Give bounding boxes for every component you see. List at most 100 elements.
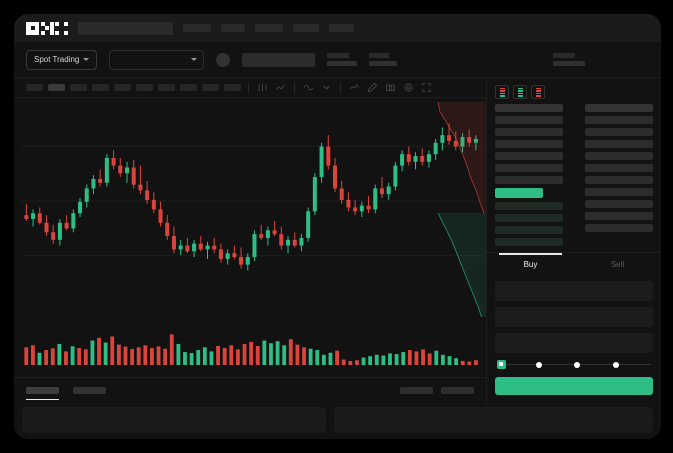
camera-icon[interactable] [384,81,397,94]
candlestick-chart[interactable] [14,98,486,317]
summary-card-right[interactable] [333,407,653,433]
order-book-row[interactable] [495,164,563,172]
spot-trading-dropdown[interactable]: Spot Trading [26,49,98,70]
tab-buy[interactable]: Buy [487,253,574,275]
asks-only-icon[interactable] [531,85,545,99]
order-book-row[interactable] [495,140,563,148]
search-input[interactable] [78,21,173,35]
timeframe-button-8[interactable] [180,84,197,91]
ticker-stat-3 [553,53,585,66]
line-type-icon[interactable] [274,81,287,94]
toolbar-divider [340,82,341,93]
indicators-icon[interactable] [302,81,315,94]
order-book-price-column [495,104,574,252]
order-book-row[interactable] [495,128,563,136]
bids-only-icon[interactable] [513,85,527,99]
slider-handle[interactable] [497,360,506,369]
tab-open-orders[interactable] [26,378,59,403]
drawing-pencil-icon[interactable] [366,81,379,94]
okx-logo-icon[interactable] [26,21,68,35]
timeframe-button-7[interactable] [158,84,175,91]
timeframe-button-9[interactable] [202,84,219,91]
order-book-size-column [574,104,653,252]
timeframe-button-5[interactable] [114,84,131,91]
candlestick-chart-canvas [20,123,484,271]
top-navigation-bar [14,14,661,42]
both-depth-icon[interactable] [495,85,509,99]
slider-stop-75[interactable] [612,361,619,368]
order-book-row[interactable] [585,200,653,208]
order-book-row[interactable] [585,140,653,148]
tab-sell[interactable]: Sell [610,259,625,269]
order-book-row[interactable] [495,238,563,246]
order-book-row[interactable] [585,128,653,136]
orderbook-view-modes [487,78,661,104]
timeframe-button-6[interactable] [136,84,153,91]
candlestick-type-icon[interactable] [256,81,269,94]
percent-slider[interactable] [497,359,651,371]
nav-item-2[interactable] [221,24,245,32]
order-book-row[interactable] [495,202,563,210]
orders-action-2[interactable] [441,387,474,394]
order-book-row[interactable] [585,116,653,124]
amount-field[interactable] [495,307,653,327]
spot-trading-label: Spot Trading [34,55,80,64]
trading-pair-select[interactable] [109,49,205,70]
pair-name [242,52,316,67]
fullscreen-icon[interactable] [420,81,433,94]
chart-style-icon[interactable] [348,81,361,94]
slider-stop-50[interactable] [574,361,580,368]
timeframe-button-10[interactable] [224,84,241,91]
order-panel: Buy Sell [486,78,661,403]
volume-histogram [14,317,486,377]
order-book-header [495,104,563,112]
ticker-bar: Spot Trading [14,42,661,78]
timeframe-button-1[interactable] [26,84,43,91]
timeframe-button-3[interactable] [70,84,87,91]
orders-action-1[interactable] [400,387,433,394]
avatar [216,52,231,67]
order-book-row[interactable] [585,188,653,196]
order-book[interactable] [487,104,661,252]
chevron-down-icon [191,58,198,61]
bottom-summary-cards [14,403,661,439]
tab-order-history[interactable] [73,378,106,403]
buy-sell-tabs: Buy Sell [487,253,661,275]
timeframe-button-4[interactable] [92,84,109,91]
order-entry-form: Buy Sell [487,252,661,403]
toolbar-divider [294,82,295,93]
settings-gear-icon[interactable] [402,81,415,94]
order-book-row[interactable] [495,152,563,160]
buy-submit-button[interactable] [495,377,653,395]
order-book-row[interactable] [585,176,653,184]
chevron-down-icon [83,58,90,61]
slider-stop-25[interactable] [535,361,542,368]
nav-item-5[interactable] [329,24,354,32]
toolbar-divider [248,82,249,93]
order-book-row[interactable] [495,116,563,124]
volume-chart-canvas [24,334,478,365]
app-screen: Spot Trading [14,14,661,439]
order-book-row[interactable] [585,224,653,232]
workspace: Buy Sell [14,78,661,403]
chevron-down-icon[interactable] [320,81,333,94]
price-field[interactable] [495,281,653,301]
order-book-header [585,104,653,112]
nav-item-3[interactable] [255,24,283,32]
timeframe-button-2[interactable] [48,84,65,91]
order-book-row[interactable] [495,226,563,234]
nav-item-4[interactable] [293,24,319,32]
order-book-row[interactable] [495,214,563,222]
summary-card-left[interactable] [22,407,326,433]
ticker-stat-2 [369,53,398,66]
orders-panel-tabs [14,377,486,403]
order-book-row[interactable] [585,212,653,220]
order-book-row[interactable] [495,176,563,184]
order-book-row[interactable] [585,164,653,172]
order-book-row[interactable] [585,152,653,160]
orders-panel-actions [400,387,474,394]
total-field[interactable] [495,333,653,353]
nav-item-1[interactable] [183,24,211,32]
current-price-row [495,188,543,198]
chart-toolbar [14,78,486,98]
